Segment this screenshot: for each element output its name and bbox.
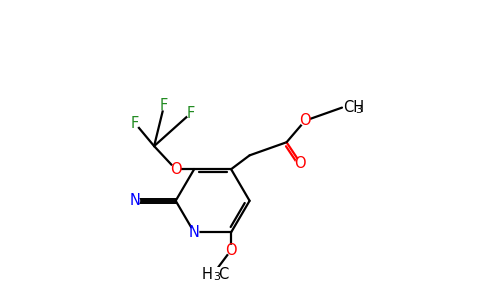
Text: O: O bbox=[299, 113, 311, 128]
Text: N: N bbox=[129, 193, 140, 208]
Text: F: F bbox=[131, 116, 139, 130]
Circle shape bbox=[171, 165, 181, 174]
Text: 3: 3 bbox=[213, 272, 220, 282]
Text: 3: 3 bbox=[355, 105, 362, 115]
Text: F: F bbox=[187, 106, 195, 121]
Circle shape bbox=[190, 228, 199, 237]
Text: O: O bbox=[170, 162, 182, 177]
Circle shape bbox=[160, 101, 169, 110]
Text: C: C bbox=[218, 267, 228, 282]
Circle shape bbox=[186, 108, 196, 118]
Text: H: H bbox=[202, 267, 212, 282]
Circle shape bbox=[130, 196, 139, 206]
Circle shape bbox=[227, 245, 236, 255]
Circle shape bbox=[296, 158, 305, 168]
Circle shape bbox=[301, 116, 310, 125]
Text: CH: CH bbox=[344, 100, 364, 115]
Text: O: O bbox=[295, 155, 306, 170]
Text: F: F bbox=[160, 98, 168, 113]
Circle shape bbox=[130, 118, 139, 127]
Text: N: N bbox=[189, 225, 199, 240]
Text: O: O bbox=[225, 243, 237, 258]
